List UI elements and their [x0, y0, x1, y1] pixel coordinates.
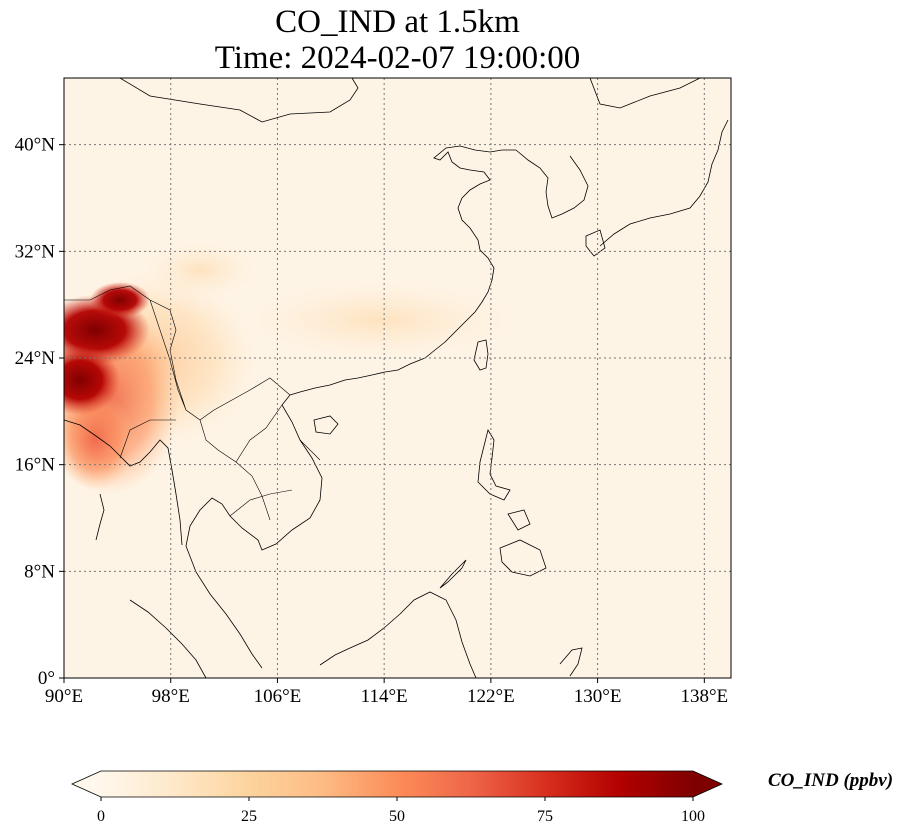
lon-tick-label: 130°E [574, 686, 622, 707]
colorbar: 0 25 50 75 100 [71, 770, 723, 825]
lon-tick-label: 98°E [152, 686, 190, 707]
lon-tick-label: 138°E [680, 686, 728, 707]
indochina [185, 394, 323, 669]
japan-kyushu [585, 229, 606, 257]
sulawesi [559, 647, 583, 677]
lon-tick-label: 114°E [361, 686, 408, 707]
philippines-visayas [507, 509, 531, 531]
map-panel: 90°E 98°E 106°E 114°E 122°E 130°E 138°E 0° 8°N 1… [15, 77, 732, 707]
map-title: CO_IND at 1.5km [275, 4, 520, 40]
map-frame [63, 77, 732, 679]
lat-tick-label: 40°N [15, 135, 56, 156]
colorbar-tick-label: 75 [537, 808, 553, 825]
russia-ne [589, 78, 701, 109]
colorbar-tick-label: 25 [241, 808, 257, 825]
colorbar-tick-label: 100 [681, 808, 705, 825]
japan-coast [599, 119, 729, 247]
philippines-luzon [477, 428, 511, 501]
taiwan [473, 339, 489, 371]
korea-coast [515, 149, 589, 219]
lon-tick-label: 122°E [467, 686, 515, 707]
lon-tick-label: 106°E [254, 686, 302, 707]
china-east-coast [289, 145, 516, 396]
palawan [439, 559, 467, 589]
lat-tick-label: 24°N [15, 348, 56, 369]
borneo [319, 591, 477, 678]
lon-tick-labels: 90°E 98°E 106°E 114°E 122°E 130°E 138°E [45, 686, 728, 707]
andaman [95, 493, 105, 541]
colorbar-label: CO_IND (ppbv) [768, 770, 894, 791]
lat-tick-label: 32°N [15, 241, 56, 262]
map-subtitle: Time: 2024-02-07 19:00:00 [214, 40, 581, 76]
coastlines [64, 78, 729, 678]
russia-north [119, 78, 359, 123]
lon-tick-label: 90°E [45, 686, 83, 707]
gridlines [64, 78, 731, 678]
myanmar-coast [64, 419, 183, 546]
colorbar-extend-min [72, 771, 101, 797]
sumatra [129, 599, 207, 678]
border-lines [64, 285, 321, 521]
lat-tick-labels: 0° 8°N 16°N 24°N 32°N 40°N [15, 135, 56, 689]
lat-tick-marks [59, 144, 64, 679]
lat-tick-label: 16°N [15, 455, 56, 476]
colorbar-tick-label: 0 [97, 808, 105, 825]
concentration-plume [64, 240, 520, 495]
borders [64, 285, 321, 521]
colorbar-extend-max [693, 771, 722, 797]
colorbar-tick-label: 50 [389, 808, 405, 825]
colorbar-gradient [101, 771, 693, 797]
philippines-mindanao [499, 539, 547, 577]
lat-tick-label: 8°N [24, 561, 55, 582]
lon-tick-marks [63, 678, 705, 683]
colorbar-ticks: 0 25 50 75 100 [97, 797, 705, 825]
hainan [313, 415, 339, 435]
lat-tick-label: 0° [38, 668, 55, 689]
